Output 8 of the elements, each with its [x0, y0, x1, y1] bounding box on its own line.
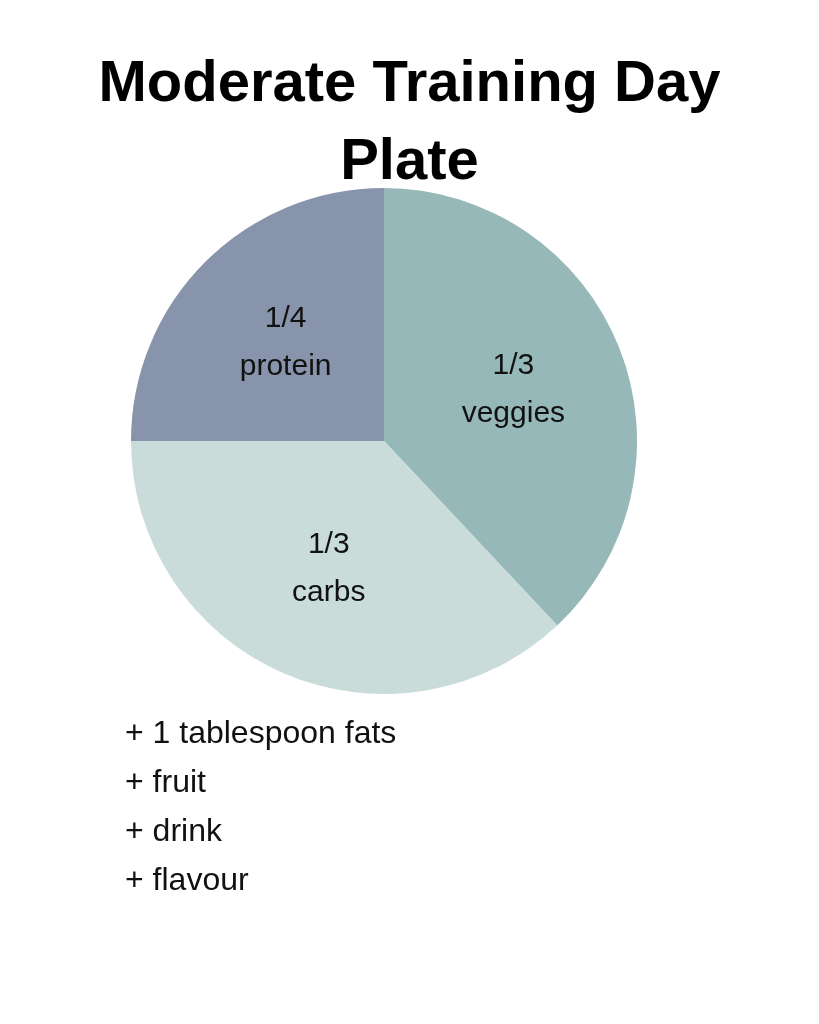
text: + flavour: [125, 860, 250, 899]
text: + 1 tablespoon fats: [125, 713, 397, 752]
text: + drink: [125, 811, 223, 850]
chart-title: Moderate Training Day Plate: [97, 47, 722, 193]
slice-label: 1/3 carbs: [292, 525, 366, 607]
slice-label: 1/3 veggies: [461, 347, 566, 429]
slice-label: 1/4 protein: [239, 299, 332, 381]
text: + fruit: [125, 762, 207, 801]
